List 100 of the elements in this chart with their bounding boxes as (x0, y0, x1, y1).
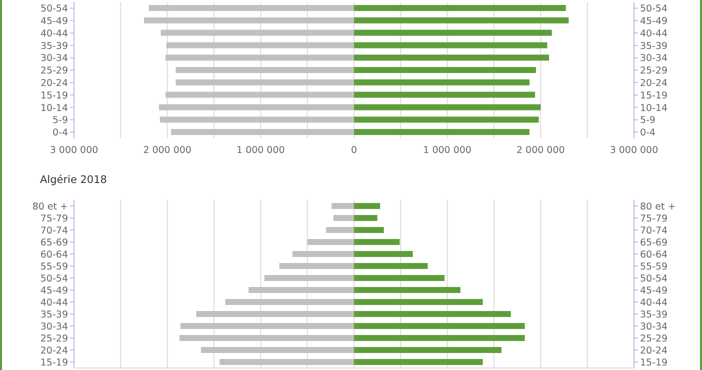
y-tick-label: 50-54 (40, 274, 68, 285)
y-tick-label: 10-14 (40, 102, 68, 114)
category-label: 30-34 (640, 53, 668, 64)
y-tick-label: 45-49 (40, 286, 68, 297)
y-tick-label: 25-29 (40, 334, 68, 345)
bar (354, 42, 548, 48)
y-tick-label: 30-34 (40, 322, 68, 333)
bar (180, 323, 354, 330)
y-tick-label: 15-19 (40, 358, 68, 369)
y-tick-label: 45-49 (40, 16, 68, 27)
category-label: 20-24 (640, 78, 668, 89)
bar (292, 251, 354, 258)
bar (200, 347, 354, 354)
bar (354, 311, 511, 318)
bar (307, 239, 354, 246)
category-label: 5-9 (640, 115, 656, 126)
y-tick-label: 35-39 (40, 310, 68, 321)
y-tick-label: 0-4 (52, 128, 68, 139)
bar (354, 359, 483, 366)
bar (176, 66, 354, 73)
bar (171, 128, 354, 135)
bar (220, 359, 354, 366)
category-label: 45-49 (640, 16, 668, 27)
bar (354, 66, 536, 73)
bar (354, 17, 569, 24)
category-label: 40-44 (640, 298, 668, 309)
bar (354, 92, 536, 98)
category-label: 25-29 (640, 334, 668, 345)
bar (354, 79, 530, 86)
category-label: 45-49 (640, 286, 668, 297)
bar (225, 299, 354, 306)
category-label: 40-44 (640, 28, 668, 40)
y-tick-label: 5-9 (52, 115, 68, 126)
category-label: 65-69 (640, 238, 668, 249)
bar (165, 92, 354, 98)
category-label: 35-39 (640, 310, 668, 321)
bar (354, 104, 541, 110)
bar (354, 116, 539, 123)
bar (279, 263, 354, 270)
category-label: 25-29 (640, 66, 668, 77)
bar (179, 335, 354, 342)
bar (148, 5, 354, 11)
bar (354, 275, 445, 282)
bar (160, 116, 354, 123)
category-label: 80 et + (640, 202, 676, 213)
bar (166, 42, 354, 48)
bar (160, 30, 354, 36)
category-label: 35-39 (640, 40, 668, 52)
bar (196, 311, 354, 318)
x-tick-label: 3 000 000 (610, 145, 658, 156)
x-tick-label: 1 000 000 (423, 145, 472, 156)
bar (354, 54, 550, 61)
bar (264, 275, 354, 282)
category-label: 70-74 (640, 226, 668, 237)
y-tick-label: 20-24 (40, 78, 68, 89)
bar (354, 263, 428, 270)
bar (354, 227, 384, 234)
category-label: 0-4 (640, 128, 656, 139)
x-tick-label: 3 000 000 (50, 145, 98, 156)
bar (354, 30, 552, 36)
bar (248, 287, 354, 294)
bar (354, 5, 566, 11)
y-tick-label: 40-44 (40, 298, 68, 309)
x-tick-label: 2 000 000 (516, 145, 565, 156)
x-tick-label: 0 (350, 145, 358, 156)
y-tick-label: 60-64 (40, 250, 68, 261)
y-tick-label: 70-74 (40, 226, 68, 237)
category-label: 75-79 (640, 214, 668, 225)
bar (354, 347, 502, 354)
bar (165, 54, 354, 61)
bar (354, 203, 380, 210)
y-tick-label: 80 et + (32, 202, 68, 213)
category-label: 55-59 (640, 262, 668, 273)
y-tick-label: 65-69 (40, 238, 68, 249)
bar (354, 128, 530, 135)
category-label: 20-24 (640, 346, 668, 357)
bar (326, 227, 354, 234)
x-tick-label: 2 000 000 (143, 145, 192, 156)
y-tick-label: 15-19 (40, 90, 68, 102)
bar (354, 239, 400, 246)
bar (176, 79, 354, 86)
category-label: 10-14 (640, 102, 668, 114)
bar (158, 104, 354, 110)
bar (354, 335, 525, 342)
bar (332, 203, 354, 210)
category-label: 60-64 (640, 250, 668, 261)
category-label: 15-19 (640, 90, 668, 102)
category-label: 15-19 (640, 358, 668, 369)
chart-title: Algérie 2018 (40, 174, 107, 186)
bar (354, 287, 460, 294)
y-tick-label: 20-24 (40, 346, 68, 357)
category-label: 50-54 (640, 274, 668, 285)
category-label: 50-54 (640, 4, 668, 15)
bar (354, 251, 413, 258)
bar (354, 299, 483, 306)
y-tick-label: 30-34 (40, 53, 68, 64)
y-tick-label: 25-29 (40, 66, 68, 77)
x-tick-label: 1 000 000 (236, 145, 285, 156)
y-tick-label: 40-44 (40, 28, 68, 40)
y-tick-label: 35-39 (40, 40, 68, 52)
